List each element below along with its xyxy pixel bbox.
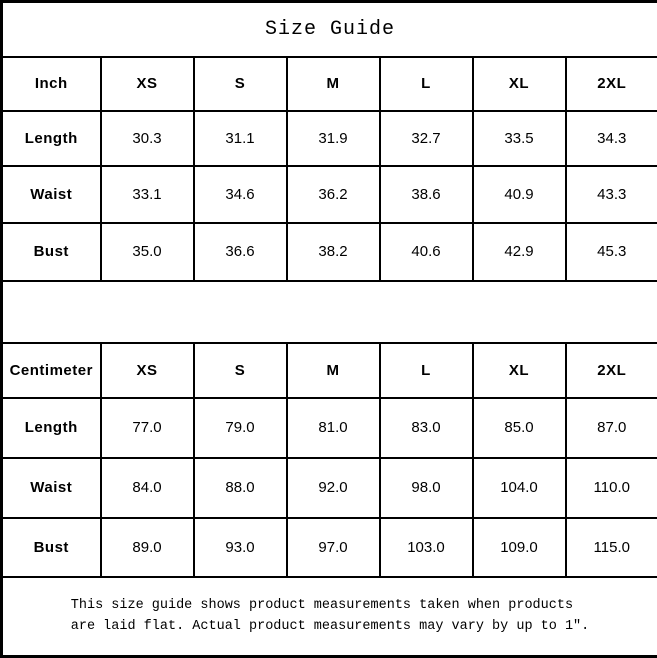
measurement-disclaimer-text: This size guide shows product measuremen… [71,595,589,637]
measurement-cell: 43.3 [564,164,657,224]
row-label-length-inch: Length [0,109,102,167]
measurement-cell: 103.0 [378,516,474,578]
measurement-cell: 38.6 [378,164,474,224]
measurement-cell: 40.9 [471,164,567,224]
measurement-cell: 89.0 [99,516,195,578]
size-header-s: S [192,55,288,112]
measurement-cell: 115.0 [564,516,657,578]
size-header-l: L [378,341,474,399]
size-header-xl: XL [471,341,567,399]
measurement-cell: 88.0 [192,456,288,519]
row-label-bust-inch: Bust [0,221,102,282]
size-header-2xl: 2XL [564,341,657,399]
measurement-cell: 98.0 [378,456,474,519]
measurement-cell: 38.2 [285,221,381,282]
size-guide-title: Size Guide [0,0,657,58]
measurement-cell: 85.0 [471,396,567,459]
measurement-cell: 31.9 [285,109,381,167]
size-header-l: L [378,55,474,112]
measurement-cell: 79.0 [192,396,288,459]
measurement-cell: 33.1 [99,164,195,224]
measurement-cell: 93.0 [192,516,288,578]
measurement-cell: 33.5 [471,109,567,167]
spacer-row [0,279,657,344]
row-label-waist-inch: Waist [0,164,102,224]
size-header-2xl: 2XL [564,55,657,112]
size-header-xs: XS [99,55,195,112]
measurement-cell: 32.7 [378,109,474,167]
table-row: Waist 84.0 88.0 92.0 98.0 104.0 110.0 [0,456,657,519]
size-header-m: M [285,341,381,399]
row-label-length-cm: Length [0,396,102,459]
measurement-cell: 36.2 [285,164,381,224]
size-header-m: M [285,55,381,112]
row-label-waist-cm: Waist [0,456,102,519]
size-header-xs: XS [99,341,195,399]
unit-header-centimeter: Centimeter [0,341,102,399]
table-row: Bust 89.0 93.0 97.0 103.0 109.0 115.0 [0,516,657,578]
measurement-cell: 104.0 [471,456,567,519]
measurement-cell: 30.3 [99,109,195,167]
table-row: Waist 33.1 34.6 36.2 38.6 40.9 43.3 [0,164,657,224]
size-header-s: S [192,341,288,399]
measurement-cell: 42.9 [471,221,567,282]
table-row: Bust 35.0 36.6 38.2 40.6 42.9 45.3 [0,221,657,282]
measurement-cell: 40.6 [378,221,474,282]
measurement-cell: 36.6 [192,221,288,282]
table-row: Length 30.3 31.1 31.9 32.7 33.5 34.3 [0,109,657,167]
table-row: Length 77.0 79.0 81.0 83.0 85.0 87.0 [0,396,657,459]
measurement-cell: 81.0 [285,396,381,459]
row-label-bust-cm: Bust [0,516,102,578]
measurement-cell: 109.0 [471,516,567,578]
measurement-cell: 34.6 [192,164,288,224]
measurement-cell: 110.0 [564,456,657,519]
disclaimer-line-2: are laid flat. Actual product measuremen… [70,619,590,635]
measurement-disclaimer: This size guide shows product measuremen… [0,575,657,658]
measurement-cell: 87.0 [564,396,657,459]
disclaimer-line-1: This size guide shows product measuremen… [70,598,574,614]
measurement-cell: 92.0 [285,456,381,519]
measurement-cell: 84.0 [99,456,195,519]
measurement-cell: 77.0 [99,396,195,459]
measurement-cell: 83.0 [378,396,474,459]
measurement-cell: 97.0 [285,516,381,578]
size-header-xl: XL [471,55,567,112]
measurement-cell: 34.3 [564,109,657,167]
measurement-cell: 31.1 [192,109,288,167]
measurement-cell: 45.3 [564,221,657,282]
measurement-cell: 35.0 [99,221,195,282]
unit-header-inch: Inch [0,55,102,112]
